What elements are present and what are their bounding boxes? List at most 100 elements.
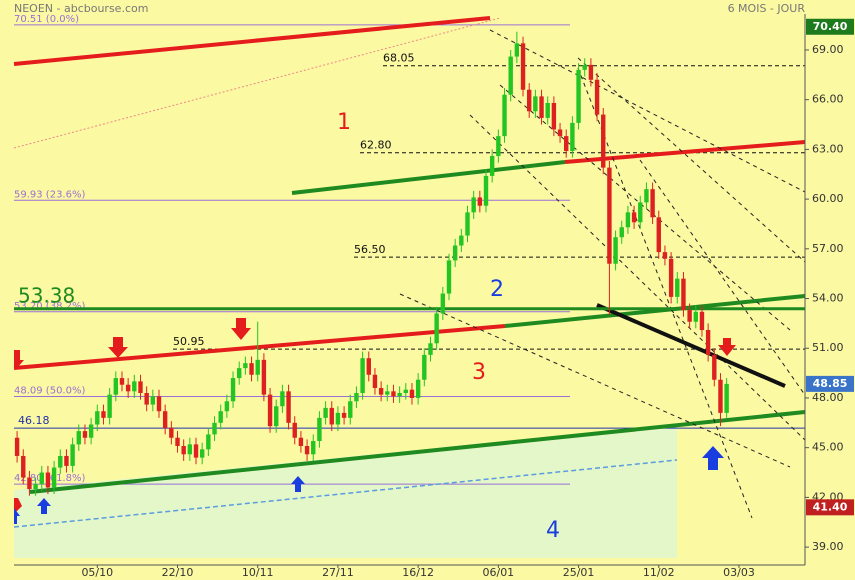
candle-body	[224, 401, 230, 412]
level-label: 50.95	[173, 335, 205, 348]
candle-body	[452, 245, 458, 261]
candle-body	[280, 391, 285, 407]
candle-body	[329, 407, 334, 425]
price-box	[806, 499, 854, 516]
candle-body	[705, 330, 711, 355]
candle-body	[237, 368, 242, 379]
candle-body	[428, 343, 433, 355]
candle-body	[14, 437, 20, 456]
candle-body	[564, 136, 569, 152]
candle-body	[662, 252, 668, 259]
layer	[14, 24, 805, 485]
candle-body	[391, 391, 396, 397]
candle-body	[51, 467, 57, 488]
y-tick-label: 48.00	[812, 391, 844, 404]
candle-body	[341, 412, 347, 418]
candle-body	[582, 64, 587, 70]
candle-body	[193, 444, 199, 458]
candle-body	[588, 64, 594, 80]
candle-body	[292, 422, 297, 438]
y-tick-label: 63.00	[812, 142, 844, 155]
x-tick-label: 22/10	[162, 566, 194, 579]
candle-body	[415, 379, 421, 398]
candle-body	[21, 455, 26, 478]
level-label: 68.05	[383, 52, 415, 65]
candle-body	[88, 424, 94, 438]
candle-body	[286, 391, 291, 423]
candle-body	[545, 102, 550, 118]
candle-body	[409, 389, 415, 398]
y-tick-label: 39.00	[812, 540, 844, 553]
candle-body	[607, 167, 612, 264]
candle-body	[440, 293, 446, 314]
y-tick-label: 60.00	[812, 192, 844, 205]
candle-body	[76, 431, 81, 445]
chart-title: NEOEN - abcbourse.com	[14, 2, 148, 15]
candle-body	[477, 197, 483, 206]
candle-body	[323, 407, 328, 418]
candle-body	[175, 437, 180, 447]
candle-body	[132, 381, 137, 392]
candle-body	[101, 411, 106, 418]
candle-body	[212, 422, 217, 435]
trend-line	[13, 459, 678, 528]
candle-body	[187, 444, 193, 455]
candle-body	[354, 392, 359, 402]
trend-line	[13, 324, 506, 370]
price-box	[806, 375, 854, 392]
trend-line	[13, 17, 501, 149]
x-tick-label: 16/12	[402, 566, 434, 579]
candle-body	[718, 379, 723, 413]
candle-body	[434, 313, 439, 344]
candle-body	[712, 354, 717, 380]
candle-body	[304, 446, 310, 455]
y-tick-label: 69.00	[812, 43, 844, 56]
trend-line	[291, 160, 566, 195]
annotation: 3	[472, 360, 486, 385]
candle-body	[650, 189, 655, 218]
candle-body	[70, 444, 75, 466]
annotation: 1	[337, 110, 351, 135]
trend-line	[596, 303, 786, 388]
x-tick-label: 11/02	[643, 566, 675, 579]
y-tick-label: 66.00	[812, 93, 844, 106]
candle-body	[557, 129, 563, 137]
y-tick-label: 57.00	[812, 242, 844, 255]
candle-body	[594, 79, 600, 115]
candle-body	[570, 122, 575, 152]
candle-body	[261, 359, 267, 395]
candle-body	[693, 311, 698, 322]
candle-body	[496, 136, 501, 157]
candle-body	[82, 431, 88, 438]
trend-line	[504, 294, 806, 328]
candle-body	[372, 374, 378, 389]
candle-body	[150, 396, 156, 405]
x-tick-label: 25/01	[563, 566, 595, 579]
candle-body	[298, 437, 304, 447]
candle-body	[360, 358, 365, 393]
arrows-up	[14, 446, 724, 524]
fib-label: 48.09 (50.0%)	[14, 385, 85, 396]
candle-body	[267, 394, 273, 427]
price-label: 70.40	[813, 20, 848, 33]
candle-body	[724, 383, 729, 413]
candle-body	[514, 43, 520, 57]
candle-body	[181, 446, 186, 455]
y-tick-label: 51.00	[812, 341, 844, 354]
trend-line	[13, 16, 491, 66]
candle-body	[681, 278, 686, 311]
chart-subtitle: 6 MOIS - JOUR	[728, 2, 806, 15]
x-tick-label: 06/01	[482, 566, 514, 579]
resistance-label: 53.38	[18, 283, 75, 307]
x-tick-label: 05/10	[81, 566, 113, 579]
fib-label: 59.93 (23.6%)	[14, 189, 85, 200]
candle-body	[335, 412, 341, 425]
candle-body	[64, 455, 69, 466]
fib-label: 53.20 (38.2%)	[14, 301, 85, 312]
x-tick-label: 27/11	[322, 566, 354, 579]
candle-body	[638, 202, 643, 223]
candle-body	[156, 396, 162, 412]
candle-body	[311, 441, 316, 455]
candle-body	[489, 156, 495, 176]
